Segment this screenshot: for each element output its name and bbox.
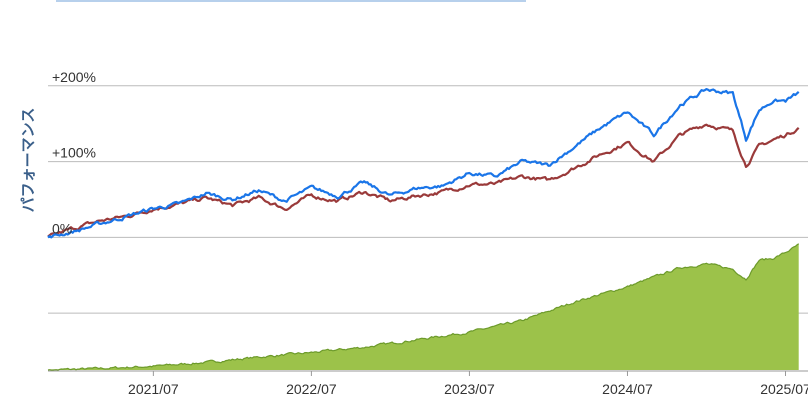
series-line-red — [47, 123, 800, 238]
y-tick-label: +100% — [52, 145, 96, 161]
x-tick-label: 2022/07 — [286, 381, 337, 397]
area-series-layer — [47, 243, 800, 371]
line-series-layer — [47, 88, 800, 239]
x-tick-label: 2025/07 — [760, 381, 808, 397]
y-tick-label: 0% — [52, 220, 72, 236]
x-tick-label: 2021/07 — [128, 381, 179, 397]
x-tick-label: 2023/07 — [444, 381, 495, 397]
x-tick-label: 2024/07 — [602, 381, 653, 397]
area-series-fill — [48, 243, 799, 370]
area-series-line — [47, 243, 800, 371]
axis-labels: +200% +100% 0% 2021/07 2022/07 2023/07 2024/07… — [19, 69, 808, 397]
series-line-blue — [47, 88, 800, 239]
grid-lines — [48, 0, 808, 372]
y-tick-label: +200% — [52, 69, 96, 85]
y-axis-title: パフォーマンス — [19, 108, 37, 213]
